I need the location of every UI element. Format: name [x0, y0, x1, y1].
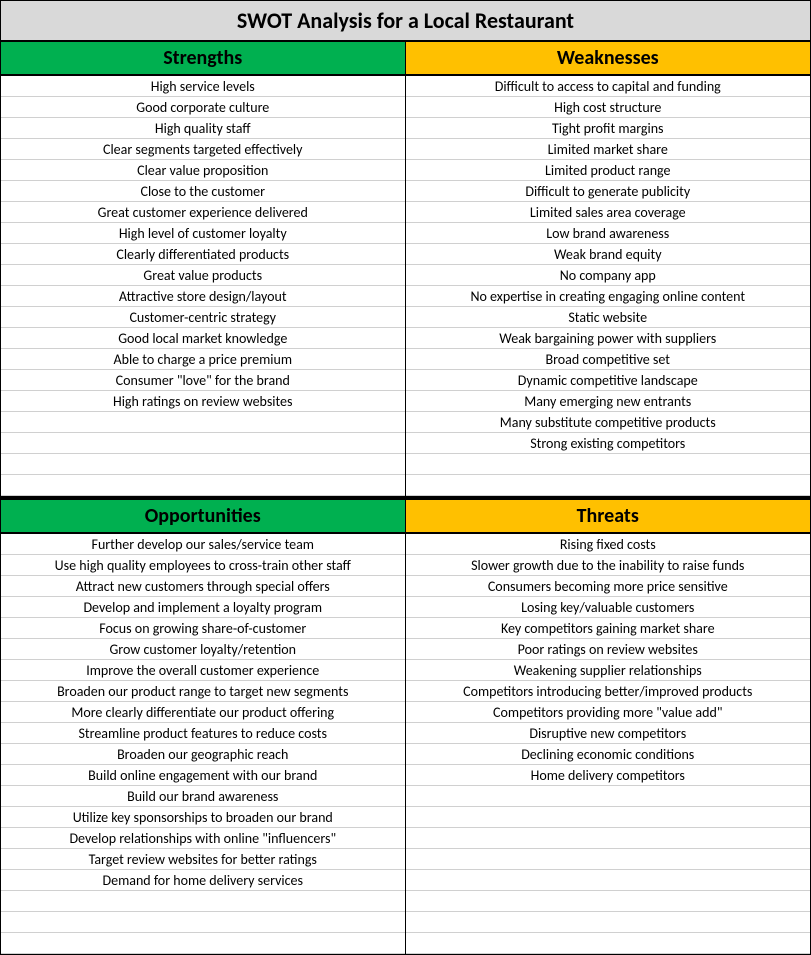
- list-item: Many substitute competitive products: [406, 412, 811, 433]
- weaknesses-list: Difficult to access to capital and fundi…: [406, 76, 811, 496]
- list-item: Disruptive new competitors: [406, 723, 811, 744]
- list-item: Low brand awareness: [406, 223, 811, 244]
- strengths-list: High service levelsGood corporate cultur…: [1, 76, 405, 496]
- list-item: Losing key/valuable customers: [406, 597, 811, 618]
- opportunities-quadrant: Opportunities Further develop our sales/…: [1, 500, 406, 954]
- list-item: Develop relationships with online "influ…: [1, 828, 405, 849]
- list-item: Key competitors gaining market share: [406, 618, 811, 639]
- list-item: Strong existing competitors: [406, 433, 811, 454]
- list-item: [406, 891, 811, 912]
- threats-list: Rising fixed costsSlower growth due to t…: [406, 534, 811, 954]
- list-item: Use high quality employees to cross-trai…: [1, 555, 405, 576]
- threats-header: Threats: [406, 500, 811, 534]
- list-item: Limited market share: [406, 139, 811, 160]
- list-item: Static website: [406, 307, 811, 328]
- list-item: Good corporate culture: [1, 97, 405, 118]
- list-item: Broaden our geographic reach: [1, 744, 405, 765]
- list-item: Develop and implement a loyalty program: [1, 597, 405, 618]
- list-item: Grow customer loyalty/retention: [1, 639, 405, 660]
- list-item: Customer-centric strategy: [1, 307, 405, 328]
- list-item: Poor ratings on review websites: [406, 639, 811, 660]
- list-item: Clearly differentiated products: [1, 244, 405, 265]
- list-item: No expertise in creating engaging online…: [406, 286, 811, 307]
- list-item: [1, 933, 405, 954]
- list-item: Competitors introducing better/improved …: [406, 681, 811, 702]
- weaknesses-quadrant: Weaknesses Difficult to access to capita…: [406, 42, 811, 498]
- list-item: [406, 786, 811, 807]
- list-item: High quality staff: [1, 118, 405, 139]
- threats-quadrant: Threats Rising fixed costsSlower growth …: [406, 500, 811, 954]
- list-item: Build our brand awareness: [1, 786, 405, 807]
- opportunities-list: Further develop our sales/service teamUs…: [1, 534, 405, 954]
- list-item: [1, 454, 405, 475]
- list-item: Improve the overall customer experience: [1, 660, 405, 681]
- weaknesses-header: Weaknesses: [406, 42, 811, 76]
- list-item: Broaden our product range to target new …: [1, 681, 405, 702]
- opportunities-header: Opportunities: [1, 500, 405, 534]
- list-item: [406, 475, 811, 496]
- list-item: Build online engagement with our brand: [1, 765, 405, 786]
- list-item: [1, 412, 405, 433]
- bottom-row: Opportunities Further develop our sales/…: [1, 498, 810, 954]
- list-item: Demand for home delivery services: [1, 870, 405, 891]
- list-item: Consumers becoming more price sensitive: [406, 576, 811, 597]
- list-item: [406, 807, 811, 828]
- list-item: Broad competitive set: [406, 349, 811, 370]
- list-item: Clear segments targeted effectively: [1, 139, 405, 160]
- list-item: Target review websites for better rating…: [1, 849, 405, 870]
- list-item: [406, 933, 811, 954]
- list-item: Great customer experience delivered: [1, 202, 405, 223]
- list-item: [406, 912, 811, 933]
- list-item: [406, 828, 811, 849]
- swot-table: SWOT Analysis for a Local Restaurant Str…: [0, 0, 811, 955]
- list-item: Many emerging new entrants: [406, 391, 811, 412]
- list-item: Weak bargaining power with suppliers: [406, 328, 811, 349]
- list-item: Weakening supplier relationships: [406, 660, 811, 681]
- list-item: [1, 891, 405, 912]
- list-item: Dynamic competitive landscape: [406, 370, 811, 391]
- list-item: Competitors providing more "value add": [406, 702, 811, 723]
- list-item: [406, 870, 811, 891]
- list-item: Difficult to access to capital and fundi…: [406, 76, 811, 97]
- list-item: [1, 433, 405, 454]
- list-item: Limited product range: [406, 160, 811, 181]
- strengths-header: Strengths: [1, 42, 405, 76]
- list-item: Difficult to generate publicity: [406, 181, 811, 202]
- list-item: Clear value proposition: [1, 160, 405, 181]
- list-item: Streamline product features to reduce co…: [1, 723, 405, 744]
- list-item: Rising fixed costs: [406, 534, 811, 555]
- list-item: High cost structure: [406, 97, 811, 118]
- list-item: Able to charge a price premium: [1, 349, 405, 370]
- main-title: SWOT Analysis for a Local Restaurant: [1, 1, 810, 42]
- list-item: [406, 849, 811, 870]
- list-item: [1, 475, 405, 496]
- list-item: Further develop our sales/service team: [1, 534, 405, 555]
- list-item: Good local market knowledge: [1, 328, 405, 349]
- top-row: Strengths High service levelsGood corpor…: [1, 42, 810, 498]
- list-item: Focus on growing share-of-customer: [1, 618, 405, 639]
- list-item: More clearly differentiate our product o…: [1, 702, 405, 723]
- list-item: Slower growth due to the inability to ra…: [406, 555, 811, 576]
- list-item: Utilize key sponsorships to broaden our …: [1, 807, 405, 828]
- list-item: Attractive store design/layout: [1, 286, 405, 307]
- list-item: Weak brand equity: [406, 244, 811, 265]
- list-item: High level of customer loyalty: [1, 223, 405, 244]
- list-item: High service levels: [1, 76, 405, 97]
- list-item: Limited sales area coverage: [406, 202, 811, 223]
- list-item: No company app: [406, 265, 811, 286]
- list-item: Attract new customers through special of…: [1, 576, 405, 597]
- list-item: Tight profit margins: [406, 118, 811, 139]
- list-item: [406, 454, 811, 475]
- list-item: Consumer "love" for the brand: [1, 370, 405, 391]
- list-item: Great value products: [1, 265, 405, 286]
- list-item: High ratings on review websites: [1, 391, 405, 412]
- list-item: Close to the customer: [1, 181, 405, 202]
- list-item: Home delivery competitors: [406, 765, 811, 786]
- list-item: Declining economic conditions: [406, 744, 811, 765]
- strengths-quadrant: Strengths High service levelsGood corpor…: [1, 42, 406, 498]
- list-item: [1, 912, 405, 933]
